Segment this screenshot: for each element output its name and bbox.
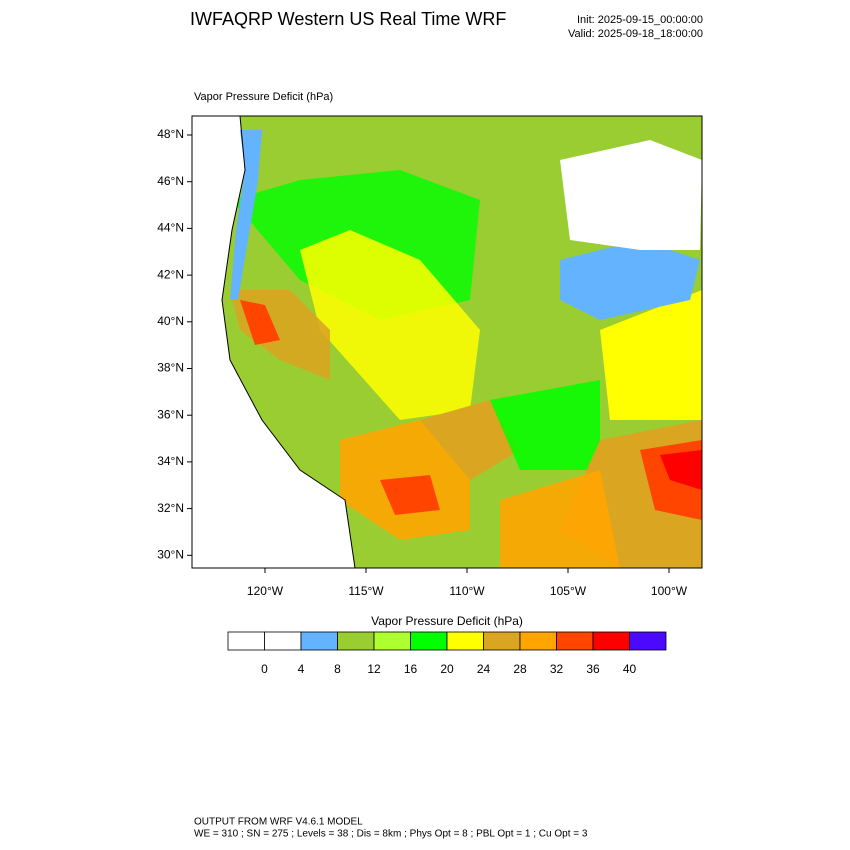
title: IWFAQRP Western US Real Time WRF bbox=[190, 9, 506, 29]
field bbox=[420, 400, 520, 480]
colorbar-box bbox=[592, 631, 630, 651]
lon-label: 110°W bbox=[449, 584, 485, 598]
colorbar-tick-label: 24 bbox=[477, 662, 491, 676]
lat-label: 36°N bbox=[157, 407, 184, 421]
lat-labels: 48°N 46°N 44°N 42°N 40°N 38°N 36°N 34°N 32°N 30°N bbox=[157, 127, 192, 561]
colorbar-box bbox=[227, 631, 265, 651]
lat-label: 32°N bbox=[157, 501, 184, 515]
colorbar-box bbox=[337, 631, 375, 651]
lon-label: 115°W bbox=[348, 584, 384, 598]
colorbar: 0 4 8 12 16 20 24 28 32 36 40 bbox=[227, 631, 667, 676]
lat-label: 30°N bbox=[157, 547, 184, 561]
colorbar-tick-label: 20 bbox=[440, 662, 454, 676]
colorbar-box bbox=[629, 631, 667, 651]
colorbar-box bbox=[556, 631, 594, 651]
colorbar-tick-label: 32 bbox=[550, 662, 564, 676]
colorbar-box bbox=[373, 631, 411, 651]
lat-label: 40°N bbox=[157, 314, 184, 328]
lat-label: 44°N bbox=[157, 221, 184, 235]
colorbar-tick-label: 40 bbox=[623, 662, 637, 676]
lon-label: 100°W bbox=[651, 584, 688, 598]
lat-label: 46°N bbox=[157, 174, 184, 188]
field bbox=[230, 130, 262, 300]
lon-label: 120°W bbox=[247, 584, 284, 598]
map-title: Vapor Pressure Deficit (hPa) bbox=[194, 91, 333, 103]
colorbar-box bbox=[264, 631, 302, 651]
footer-line: WE = 310 ; SN = 275 ; Levels = 38 ; Dis … bbox=[194, 829, 588, 840]
field bbox=[560, 240, 700, 320]
coastline bbox=[192, 115, 356, 569]
field bbox=[380, 475, 440, 515]
field bbox=[490, 380, 600, 470]
colorbar-box bbox=[483, 631, 521, 651]
colorbar-tick-label: 16 bbox=[404, 662, 418, 676]
lat-label: 38°N bbox=[157, 361, 184, 375]
colorbar-box bbox=[446, 631, 484, 651]
colorbar-tick-label: 28 bbox=[513, 662, 527, 676]
lat-label: 34°N bbox=[157, 454, 184, 468]
map bbox=[191, 115, 703, 569]
lat-label: 42°N bbox=[157, 267, 184, 281]
colorbar-box bbox=[519, 631, 557, 651]
field bbox=[660, 450, 702, 490]
map-frame bbox=[191, 115, 703, 569]
init-time: Init: 2025-09-15_00:00:00 bbox=[577, 14, 703, 26]
colorbar-tick-label: 36 bbox=[586, 662, 600, 676]
valid-time: Valid: 2025-09-18_18:00:00 bbox=[568, 28, 703, 40]
field bbox=[560, 140, 702, 250]
field bbox=[600, 290, 702, 420]
field bbox=[500, 470, 620, 568]
colorbar-title: Vapor Pressure Deficit (hPa) bbox=[371, 614, 523, 628]
colorbar-box bbox=[300, 631, 338, 651]
footer-line: OUTPUT FROM WRF V4.6.1 MODEL bbox=[194, 817, 363, 828]
colorbar-box bbox=[410, 631, 448, 651]
lon-label: 105°W bbox=[550, 584, 587, 598]
field bbox=[240, 300, 280, 345]
colorbar-tick-label: 12 bbox=[367, 662, 381, 676]
colorbar-tick-label: 4 bbox=[298, 662, 305, 676]
ocean bbox=[192, 116, 355, 568]
lat-label: 48°N bbox=[157, 127, 184, 141]
colorbar-tick-label: 8 bbox=[334, 662, 341, 676]
colorbar-tick-label: 0 bbox=[261, 662, 268, 676]
lon-labels: 120°W 115°W 110°W 105°W 100°W bbox=[247, 568, 688, 598]
field bbox=[300, 230, 480, 420]
